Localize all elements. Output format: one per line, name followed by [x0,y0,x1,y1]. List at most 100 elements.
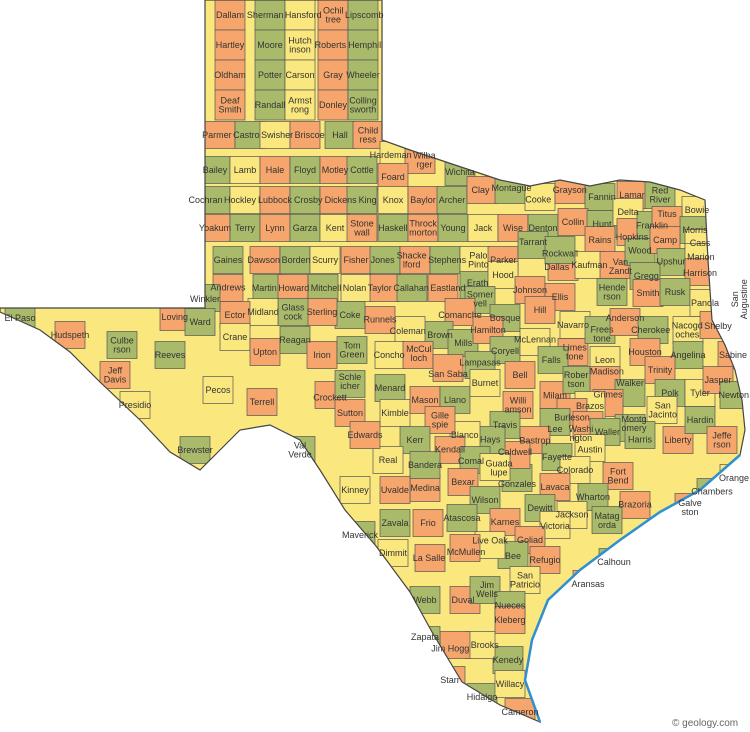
county-label: Coleman [390,326,426,336]
county-label-group: Parmer [202,130,232,140]
county-label-group: Trinity [648,365,673,375]
county-label-group: Maverick [342,530,379,540]
county-label: Randall [255,100,286,110]
county-lipscomb [347,0,379,31]
coastline-water [523,454,741,723]
county-label: San Saba [428,369,468,379]
county-kleberg [494,606,526,634]
county-label-group: Caldwell [498,447,532,457]
county-label-group: Martin [252,283,277,293]
county-label: Hartley [216,40,245,50]
county-label-group: Dimmit [379,548,407,558]
county-label: Duval [451,595,474,605]
county-label: Irion [313,350,331,360]
county-label: Milam [543,391,567,401]
county-label-group: Coleman [390,326,426,336]
county-label-group: Moore [257,40,283,50]
county-label: Wheeler [346,70,380,80]
county-label: Hidalgo [467,692,498,702]
county-king [346,186,378,214]
county-label-group: Kleberg [494,615,525,625]
county-label: Clay [471,185,490,195]
county-label-group: Bailey [203,165,228,175]
county-label-group: Garza [293,223,318,233]
county-label: San Patricio [510,571,540,590]
county-label: Montg omery [621,414,647,433]
county-label: Bexar [451,477,475,487]
county-label: Ector [224,310,245,320]
county-label: Harris [628,435,652,445]
county-label: Hockley [224,195,257,205]
county-label-group: Scurry [312,255,339,265]
county-label-group: Castro [233,130,260,140]
county-label-group: Real [379,455,398,465]
county-label: Gaines [214,255,243,265]
county-lamb [229,156,261,184]
county-label-group: Jim Hogg [431,643,469,653]
county-harris [624,421,656,449]
county-label-group: Liberty [664,435,692,445]
county-label-group: Loving [162,312,189,322]
county-label: Maverick [342,530,379,540]
county-schleicher [334,370,366,398]
county-label-group: Chambers [691,487,733,497]
county-label: Young [440,223,465,233]
county-label-group: Culbe rson [110,336,134,355]
county-label-group: Coryell [491,346,519,356]
county-kinney [339,476,371,504]
county-midland [247,298,279,326]
county-label-group: Lipscomb [345,10,384,20]
county-label-group: Jack [474,223,493,233]
county-label: Caldwell [498,447,532,457]
county-label-group: Zavala [381,518,408,528]
county-label: Marion [687,252,715,262]
county-label: Glass cock [281,303,305,322]
county-label-group: Tyler [690,388,710,398]
county-label-group: Wilson [471,495,498,505]
county-label-group: Comal [458,456,484,466]
county-label-group: Bandera [408,460,442,470]
county-label-group: Coke [339,310,360,320]
county-label: Martin [252,283,277,293]
county-label-group: Hamilton [470,325,506,335]
county-label-group: Brooks [471,640,500,650]
county-label-group: Guada lupe [485,458,512,477]
county-label-group: Van Zandt [609,257,633,276]
county-label: Sherman [247,10,284,20]
county-label: Lubbock [258,195,293,205]
county-deaf-smith [214,89,246,121]
county-label-group: Terry [235,223,255,233]
county-baylor [407,186,439,214]
county-label: Falls [542,355,562,365]
county-coleman [394,316,426,344]
county-label: Franklin [636,221,668,231]
county-label-group: Knox [383,195,404,205]
county-label-group: Willi amson [504,396,531,415]
county-matagorda [591,506,623,534]
county-label-group: Gonzales [498,479,537,489]
county-label-group: Shacke lford [397,251,427,270]
county-label-group: Dickens [325,195,358,205]
county-label: Guada lupe [485,458,512,477]
county-label-group: Llano [444,395,466,405]
county-eastland [427,274,459,302]
county-label-group: Orange [719,473,749,483]
county-label: Lamar [619,190,645,200]
county-label-group: Hays [480,435,501,445]
county-label-group: Glass cock [281,303,305,322]
county-uvalde [379,476,411,504]
county-label: Hansford [285,10,322,20]
county-rusk [659,278,691,306]
county-label: Austin [577,445,602,455]
county-crane [219,323,251,351]
county-label: Lavaca [540,482,569,492]
county-label: Eastland [430,283,465,293]
county-label: La Salle [413,553,446,563]
county-roberts [317,29,349,61]
county-label-group: Lynn [265,223,284,233]
county-terry [229,214,261,242]
county-label: Sabine [719,350,747,360]
county-label: Bosque [490,313,521,323]
county-label: Kenedy [493,655,524,665]
county-label: Delta [617,207,638,217]
